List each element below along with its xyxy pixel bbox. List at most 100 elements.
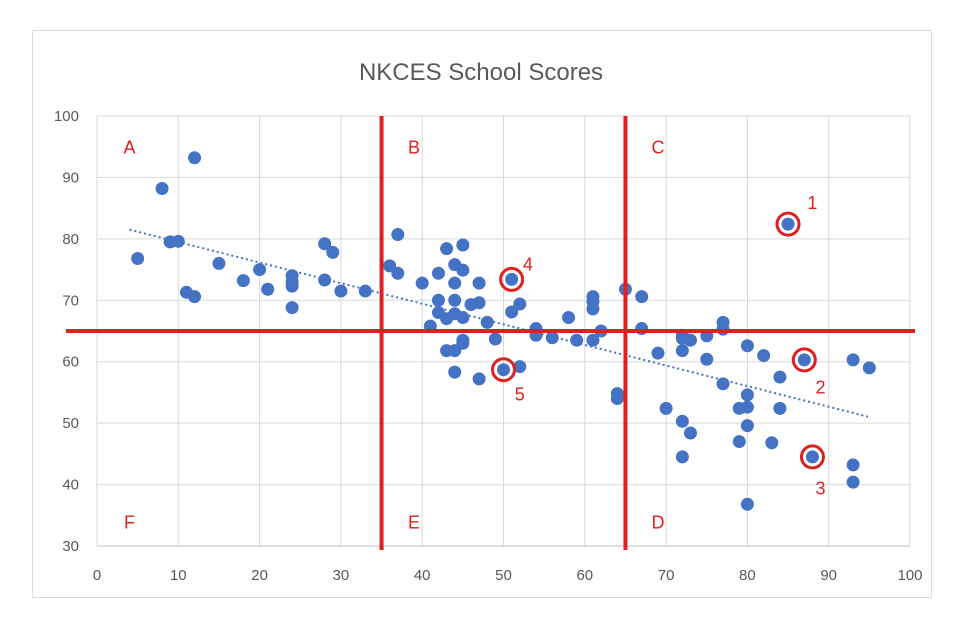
y-tick-label: 100 (54, 108, 79, 125)
highlight-ring (799, 444, 825, 470)
data-point (635, 290, 649, 304)
data-point (431, 266, 445, 280)
y-tick-label: 40 (62, 477, 79, 494)
y-tick-label: 30 (62, 538, 79, 555)
data-point (586, 302, 600, 316)
data-point (318, 237, 332, 251)
x-tick-label: 30 (333, 567, 350, 584)
data-point (505, 305, 519, 319)
data-point (261, 282, 275, 296)
data-point (675, 344, 689, 358)
highlight-ring (775, 211, 801, 237)
zone-label: D (651, 512, 664, 532)
y-tick-label: 60 (62, 354, 79, 371)
y-axis-ticks: 30 40 50 60 70 80 90 100 (54, 108, 79, 555)
data-point (683, 426, 697, 440)
data-point (285, 301, 299, 315)
data-point (773, 370, 787, 384)
data-point (391, 228, 405, 242)
data-point (456, 238, 470, 252)
highlight-ring (499, 266, 525, 292)
zone-label: B (408, 138, 420, 158)
highlighted-points: 1 2 3 4 5 (491, 193, 826, 499)
data-point (236, 274, 250, 288)
zone-label: E (408, 512, 420, 532)
data-point (740, 400, 754, 414)
data-point (740, 339, 754, 353)
data-point (188, 151, 202, 165)
data-point (659, 401, 673, 415)
data-point (131, 252, 145, 266)
data-point (318, 273, 332, 287)
data-point (358, 284, 372, 298)
data-point (456, 263, 470, 277)
zone-labels: A B C D E F (124, 138, 665, 533)
data-points (131, 151, 876, 511)
x-tick-label: 50 (495, 567, 512, 584)
x-tick-label: 10 (170, 567, 187, 584)
data-point (188, 290, 202, 304)
data-point (472, 296, 486, 310)
data-point (253, 263, 267, 277)
data-point (285, 279, 299, 293)
data-point (456, 336, 470, 350)
quadrant-dividers (66, 116, 915, 550)
highlight-label: 5 (515, 385, 525, 405)
zone-label: F (124, 512, 135, 532)
data-point (497, 363, 510, 377)
data-point (846, 475, 860, 489)
highlight-ring (491, 357, 516, 383)
data-point (415, 276, 429, 290)
data-point (716, 377, 730, 391)
data-point (513, 360, 527, 374)
data-point (488, 332, 502, 346)
zone-label: C (651, 138, 664, 158)
data-point (570, 333, 584, 347)
data-point (700, 352, 714, 366)
data-point (740, 388, 754, 402)
x-tick-label: 80 (739, 567, 756, 584)
x-tick-label: 40 (414, 567, 431, 584)
data-point (505, 272, 519, 286)
zone-label: A (124, 138, 136, 158)
data-point (797, 353, 811, 367)
chart-frame (32, 30, 932, 598)
highlight-label: 4 (523, 254, 533, 274)
highlight-ring (791, 347, 817, 373)
highlight-label: 1 (807, 193, 817, 213)
x-axis-ticks: 0 10 20 30 40 50 60 70 80 90 100 (93, 567, 923, 584)
highlight-label: 2 (816, 377, 826, 397)
data-point (773, 401, 787, 415)
y-tick-label: 50 (62, 415, 79, 432)
data-point (472, 372, 486, 386)
data-point (456, 310, 470, 324)
data-point (740, 497, 754, 511)
data-point (635, 322, 649, 336)
data-point (757, 349, 771, 363)
data-point (586, 333, 600, 347)
data-point (846, 458, 860, 472)
x-tick-label: 100 (897, 567, 922, 584)
y-tick-label: 70 (62, 292, 79, 309)
data-point (765, 436, 779, 450)
data-point (846, 353, 860, 367)
data-point (171, 234, 185, 248)
data-point (448, 293, 462, 307)
data-point (781, 217, 795, 231)
data-point (610, 392, 624, 406)
x-tick-label: 20 (251, 567, 268, 584)
data-point (740, 419, 754, 433)
data-point (431, 293, 445, 307)
data-point (683, 333, 697, 347)
data-point (448, 276, 462, 290)
data-point (480, 315, 494, 329)
x-tick-label: 0 (93, 567, 101, 584)
data-point (862, 361, 876, 375)
data-point (326, 245, 340, 259)
x-tick-label: 60 (576, 567, 593, 584)
data-point (732, 435, 746, 449)
data-point (651, 346, 665, 360)
data-point (212, 256, 226, 270)
data-point (805, 450, 819, 464)
